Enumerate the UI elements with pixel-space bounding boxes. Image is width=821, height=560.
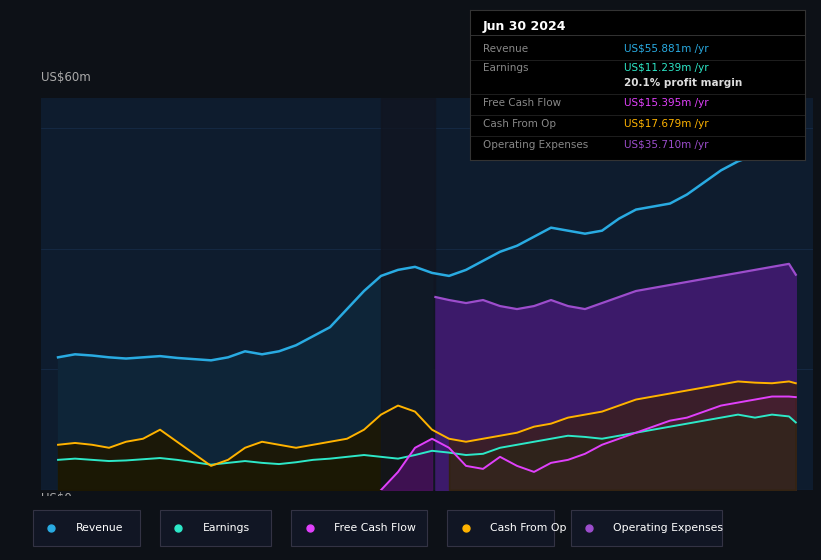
FancyBboxPatch shape: [447, 510, 554, 546]
FancyBboxPatch shape: [571, 510, 722, 546]
Text: Operating Expenses: Operating Expenses: [483, 139, 589, 150]
FancyBboxPatch shape: [33, 510, 140, 546]
Text: Earnings: Earnings: [203, 523, 250, 533]
Text: Free Cash Flow: Free Cash Flow: [483, 97, 561, 108]
Text: US$11.239m /yr: US$11.239m /yr: [624, 63, 709, 73]
FancyBboxPatch shape: [291, 510, 427, 546]
Text: Jun 30 2024: Jun 30 2024: [483, 20, 566, 33]
Bar: [381, 98, 435, 490]
Text: US$0: US$0: [41, 492, 71, 505]
Text: US$55.881m /yr: US$55.881m /yr: [624, 44, 709, 54]
Text: Cash From Op: Cash From Op: [490, 523, 566, 533]
Text: US$60m: US$60m: [41, 71, 91, 85]
Text: US$15.395m /yr: US$15.395m /yr: [624, 97, 709, 108]
Text: Operating Expenses: Operating Expenses: [613, 523, 723, 533]
Text: Cash From Op: Cash From Op: [483, 119, 556, 129]
Text: US$17.679m /yr: US$17.679m /yr: [624, 119, 709, 129]
Text: Free Cash Flow: Free Cash Flow: [334, 523, 416, 533]
Text: Revenue: Revenue: [483, 44, 528, 54]
Text: 20.1% profit margin: 20.1% profit margin: [624, 78, 742, 88]
Text: US$35.710m /yr: US$35.710m /yr: [624, 139, 709, 150]
FancyBboxPatch shape: [160, 510, 271, 546]
Text: Revenue: Revenue: [76, 523, 123, 533]
Text: Earnings: Earnings: [483, 63, 529, 73]
